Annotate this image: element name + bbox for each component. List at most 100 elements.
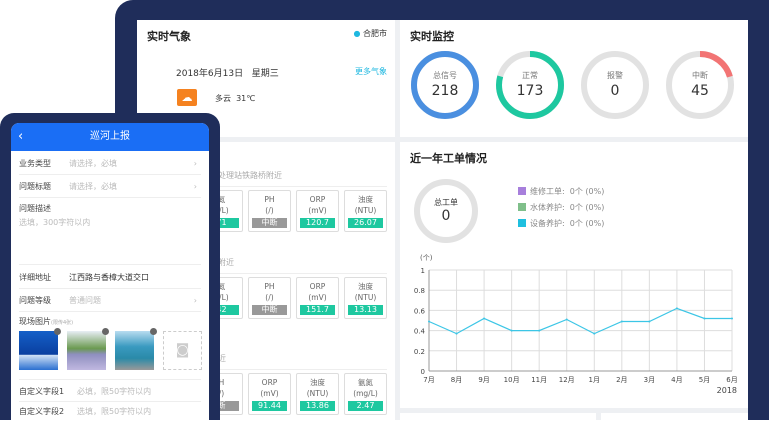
sensor-value: 42: [204, 305, 239, 315]
data-point: [510, 329, 513, 332]
sensor-card[interactable]: 浊度 (NTU) 13.13: [344, 277, 387, 319]
ring-value: 218: [431, 83, 459, 99]
sensor-card[interactable]: 浊度 (NTU) 13.86: [296, 373, 339, 415]
custom-field-2[interactable]: 自定义字段2 选填，限50字符以内: [19, 407, 152, 416]
monitor-ring-1[interactable]: 正常 173: [495, 50, 565, 120]
photo-thumbnail[interactable]: [19, 328, 61, 370]
x-axis-year: 2018: [717, 386, 737, 395]
sensor-name: 氮: [217, 282, 226, 291]
remove-photo-icon[interactable]: [54, 328, 61, 335]
station-name: 河处理站铁路桥附近: [210, 171, 282, 180]
sensor-card[interactable]: ORP (mV) 91.44: [248, 373, 291, 415]
location-pin-icon: ●: [353, 29, 361, 38]
chevron-right-icon: ›: [193, 159, 197, 168]
sensor-card[interactable]: PH (/) 中断: [248, 277, 291, 319]
ring-gauge: [666, 51, 734, 119]
sensor-unit: (/): [265, 206, 274, 215]
sensor-name: ORP: [309, 195, 326, 204]
description-input[interactable]: 选填，300字符以内: [19, 217, 201, 265]
sensor-unit: (/): [265, 293, 274, 302]
sensor-value: 13.86: [300, 401, 335, 411]
sensor-value: 91.44: [252, 401, 287, 411]
remove-photo-icon[interactable]: [150, 328, 157, 335]
sensor-card[interactable]: ORP (mV) 151.7: [296, 277, 339, 319]
total-orders-label: 总工单: [434, 198, 458, 207]
add-photo-button[interactable]: ◙: [163, 331, 202, 370]
phone-frame: ‹ 巡河上报 业务类型 请选择，必填 › 问题标题 请选择，必填 › 问题描述 选填，3…: [0, 113, 220, 420]
y-tick-label: 0.6: [414, 307, 426, 315]
sensor-name: PH: [264, 195, 275, 204]
total-orders-ring: [414, 179, 478, 243]
sensor-value: 13.13: [348, 305, 383, 315]
ring-value: 173: [516, 83, 544, 99]
address-field[interactable]: 详细地址 江西路与香樟大道交口: [19, 266, 201, 289]
legend-swatch: [518, 187, 526, 195]
sensor-value: 151.7: [300, 305, 335, 315]
total-orders-value: 0: [441, 208, 451, 224]
cloudy-sun-icon: ☁: [177, 89, 197, 106]
sensor-name: PH: [264, 282, 275, 291]
sensor-unit: (mV): [308, 293, 327, 302]
sensor-card[interactable]: ORP (mV) 120.7: [296, 190, 339, 232]
y-tick-label: 0.4: [414, 328, 426, 336]
sensor-unit: (mV): [308, 206, 327, 215]
ring-label: 中断: [692, 71, 708, 80]
ring-label: 正常: [522, 71, 538, 80]
y-tick-label: 0.8: [414, 287, 425, 295]
business-type-field[interactable]: 业务类型 请选择，必填 ›: [19, 152, 201, 175]
sensor-name: 氨氮: [358, 378, 373, 387]
x-tick-label: 4月: [671, 376, 682, 384]
monitor-ring-2[interactable]: 报警 0: [580, 50, 650, 120]
monitor-panel: 实时监控 总信号 218 正常 173 报警 0 中断 45: [400, 20, 748, 137]
data-point: [455, 332, 458, 335]
ring-label: 总信号: [433, 71, 457, 80]
chevron-right-icon: ›: [193, 182, 197, 191]
back-icon[interactable]: ‹: [18, 129, 24, 144]
x-tick-label: 5月: [699, 376, 710, 384]
y-tick-label: 1: [421, 267, 425, 275]
legend-swatch: [518, 219, 526, 227]
sensor-card[interactable]: 浊度 (NTU) 26.07: [344, 190, 387, 232]
data-point: [483, 317, 486, 320]
photo-thumbnail[interactable]: [67, 328, 109, 370]
sensor-card[interactable]: 氨氮 (mg/L) 2.47: [344, 373, 387, 415]
x-tick-label: 8月: [451, 376, 462, 384]
y-tick-label: 0.2: [414, 348, 425, 356]
x-tick-label: 10月: [504, 376, 520, 384]
legend-swatch: [518, 203, 526, 211]
patrol-report-form: ‹ 巡河上报 业务类型 请选择，必填 › 问题标题 请选择，必填 › 问题描述 选填，3…: [11, 123, 209, 420]
sensor-unit: (NTU): [354, 293, 377, 302]
sensor-value: 2.47: [348, 401, 383, 411]
sensor-name: 浊度: [310, 378, 325, 387]
monitor-ring-0[interactable]: 总信号 218: [410, 50, 480, 120]
data-point: [565, 318, 568, 321]
legend-item: 设备养护: 0个 (0%): [518, 218, 604, 229]
sensor-value: 中断: [252, 305, 287, 315]
x-tick-label: 9月: [478, 376, 489, 384]
sensor-card[interactable]: PH (/) 中断: [248, 190, 291, 232]
weather-condition: 多云 31℃: [215, 94, 256, 103]
orders-panel: 近一年工单情况 总工单 0 维修工单: 0个 (0%) 水体养护: 0个 (0%)…: [400, 142, 748, 408]
y-tick-label: 0: [421, 368, 425, 376]
monitor-ring-3[interactable]: 中断 45: [665, 50, 735, 120]
remove-photo-icon[interactable]: [102, 328, 109, 335]
sensor-value: 断: [204, 401, 239, 411]
issue-title-field[interactable]: 问题标题 请选择，必填 ›: [19, 175, 201, 198]
data-point: [648, 320, 651, 323]
ring-gauge: [411, 51, 479, 119]
station-name: 桥附近: [210, 258, 234, 267]
city-selector[interactable]: ● 合肥市: [353, 29, 387, 38]
legend-item: 水体养护: 0个 (0%): [518, 202, 604, 213]
bottom-panel-right: [601, 413, 748, 420]
issue-level-field[interactable]: 问题等级 普通问题 ›: [19, 289, 201, 312]
ring-value: 45: [691, 83, 709, 99]
custom-field-1[interactable]: 自定义字段1 必填，限50字符以内: [19, 379, 201, 402]
bottom-panel-left: [400, 413, 596, 420]
orders-line-chart: (个) 0 0.2 0.4 0.6 0.8 1 7月 8月 9月 10月 11月 12月 1月 2月 3月 4月…: [414, 254, 738, 395]
more-weather-link[interactable]: 更多气象: [355, 67, 387, 76]
camera-icon: ◙: [175, 342, 190, 358]
x-tick-label: 7月: [423, 376, 434, 384]
sensor-name: 浊度: [358, 195, 373, 204]
photo-thumbnail[interactable]: [115, 328, 157, 370]
x-tick-label: 1月: [589, 376, 600, 384]
